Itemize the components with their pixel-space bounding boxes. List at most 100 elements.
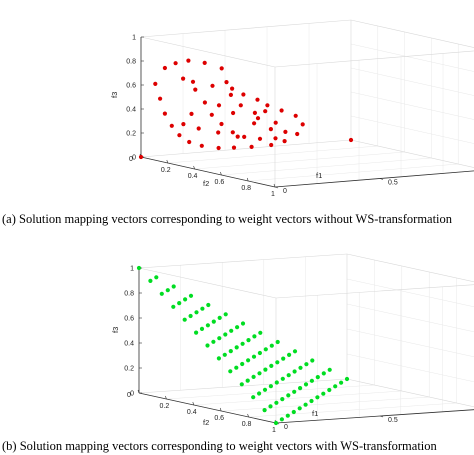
chart-a-f3-tick-label: 0	[132, 155, 136, 162]
chart-b-f2-tick-mark	[219, 407, 222, 412]
chart-b-point	[188, 293, 194, 298]
chart-a-point	[181, 76, 186, 81]
chart-b-box-edge	[275, 284, 474, 299]
chart-a-point	[273, 136, 278, 141]
chart-a-f2-label: f2	[203, 179, 209, 188]
chart-b-point	[280, 376, 285, 381]
chart-a-point	[186, 58, 191, 63]
chart-b-f1-tick-label: 0.5	[388, 417, 398, 424]
chart-a-point	[216, 103, 222, 108]
chart-a-f1-tick-label: 0.5	[388, 180, 398, 187]
chart-b-point	[234, 345, 239, 350]
chart-b-point	[240, 361, 245, 367]
chart-b-box	[138, 253, 474, 424]
chart-b-point	[321, 371, 326, 376]
chart-a-point	[263, 109, 268, 114]
chart-b-point	[217, 336, 222, 341]
chart-a-point	[279, 108, 284, 113]
chart-b-point	[321, 391, 326, 396]
chart-b-f1-label: f1	[312, 409, 318, 418]
chart-b-grid-line	[346, 278, 474, 308]
chart-b-point	[235, 325, 240, 330]
chart-b-point	[154, 275, 159, 280]
chart-b-point	[182, 317, 187, 322]
chart-a-grid-line	[167, 145, 378, 164]
chart-a-point	[295, 131, 300, 137]
chart-a-point	[187, 139, 192, 145]
chart-b-point	[280, 397, 285, 402]
chart-b-point	[206, 302, 211, 308]
chart-a-grid-line	[248, 163, 459, 182]
chart-a-f2-tick-label: 0.2	[161, 167, 171, 174]
chart-b-point	[257, 391, 262, 396]
chart-b-f2-tick-label: 1	[272, 427, 276, 434]
chart-b-f2-tick-mark	[165, 395, 167, 400]
chart-b-point	[268, 384, 273, 389]
chart-a-point	[196, 126, 201, 131]
chart-a-point	[138, 154, 144, 160]
chart-a-f3-tick-label: 0.8	[126, 59, 136, 66]
chart-b-point	[205, 323, 210, 328]
chart-b-point	[222, 352, 227, 357]
chart-a-f3-label: f3	[110, 92, 119, 98]
chart-a-point	[235, 134, 240, 139]
chart-b-f3-tick-label: 0.4	[124, 341, 134, 348]
chart-b-f1-tick-mark	[379, 415, 384, 418]
chart-b-point	[262, 408, 267, 413]
chart-a-point	[189, 111, 194, 116]
chart-b-point	[286, 373, 291, 378]
chart-a-point	[282, 139, 287, 144]
chart-b-point	[273, 420, 279, 426]
chart-a-f2-tick-label: 0.4	[188, 173, 198, 180]
chart-a-f1-axis	[274, 170, 474, 188]
chart-b-f3-tick-label: 0.8	[124, 291, 134, 298]
chart-a-f2-tick-mark	[166, 159, 169, 164]
chart-b-f2-label: f2	[203, 418, 209, 427]
chart-b-f2-tick-label: 0.4	[187, 409, 197, 416]
chart-b-point	[228, 349, 233, 354]
chart-a-f2-tick-mark	[246, 177, 249, 182]
chart-b-f2-tick-label: 0.8	[242, 421, 252, 428]
chart-b-point	[263, 347, 268, 352]
chart-a-point	[199, 143, 204, 148]
chart-a-grid-line	[350, 115, 474, 144]
chart-a-f3-tick-label: 0.4	[126, 107, 136, 114]
chart-a-point	[193, 87, 198, 92]
chart-b-grid-line	[193, 390, 402, 406]
chart-a-point	[230, 130, 235, 135]
chart-a-point	[283, 129, 288, 134]
chart-b-grid-line	[166, 384, 375, 400]
chart-a-f3-tick-label: 1	[132, 35, 136, 42]
chart-a-box-edge	[140, 36, 276, 68]
chart-a-point	[219, 66, 224, 71]
chart-a-box-edge	[140, 139, 352, 158]
chart-a-point	[231, 110, 236, 116]
chart-a-point	[173, 61, 178, 66]
chart-b-point	[171, 304, 176, 309]
chart-b-f2-tick-mark	[247, 413, 249, 418]
chart-b-point	[292, 389, 297, 394]
chart-a-point	[241, 92, 246, 97]
chart-a-grid-line	[350, 67, 474, 96]
chart-b-point	[251, 374, 256, 379]
chart-a-point	[190, 79, 196, 84]
chart-b-point	[275, 360, 280, 365]
chart-b-point	[304, 362, 309, 367]
chart-b-point	[281, 356, 286, 361]
chart-b-point	[229, 328, 234, 333]
chart-b-point	[216, 356, 221, 361]
chart-b-grid-line	[248, 402, 457, 418]
chart-a-f2-tick-mark	[220, 171, 222, 176]
chart-b-point	[211, 339, 216, 344]
chart-a-point	[255, 97, 260, 102]
chart-a-grid-line	[194, 151, 405, 170]
chart-a-box-edge	[274, 50, 474, 68]
chart-a-f3-tick-label: 0.2	[126, 131, 136, 138]
chart-b-point	[194, 310, 199, 315]
chart-a-grid-line	[350, 91, 474, 120]
chart-a-point	[219, 121, 224, 127]
chart-a-f2-tick-label: 0.6	[215, 179, 225, 186]
chart-b-point	[211, 319, 216, 324]
